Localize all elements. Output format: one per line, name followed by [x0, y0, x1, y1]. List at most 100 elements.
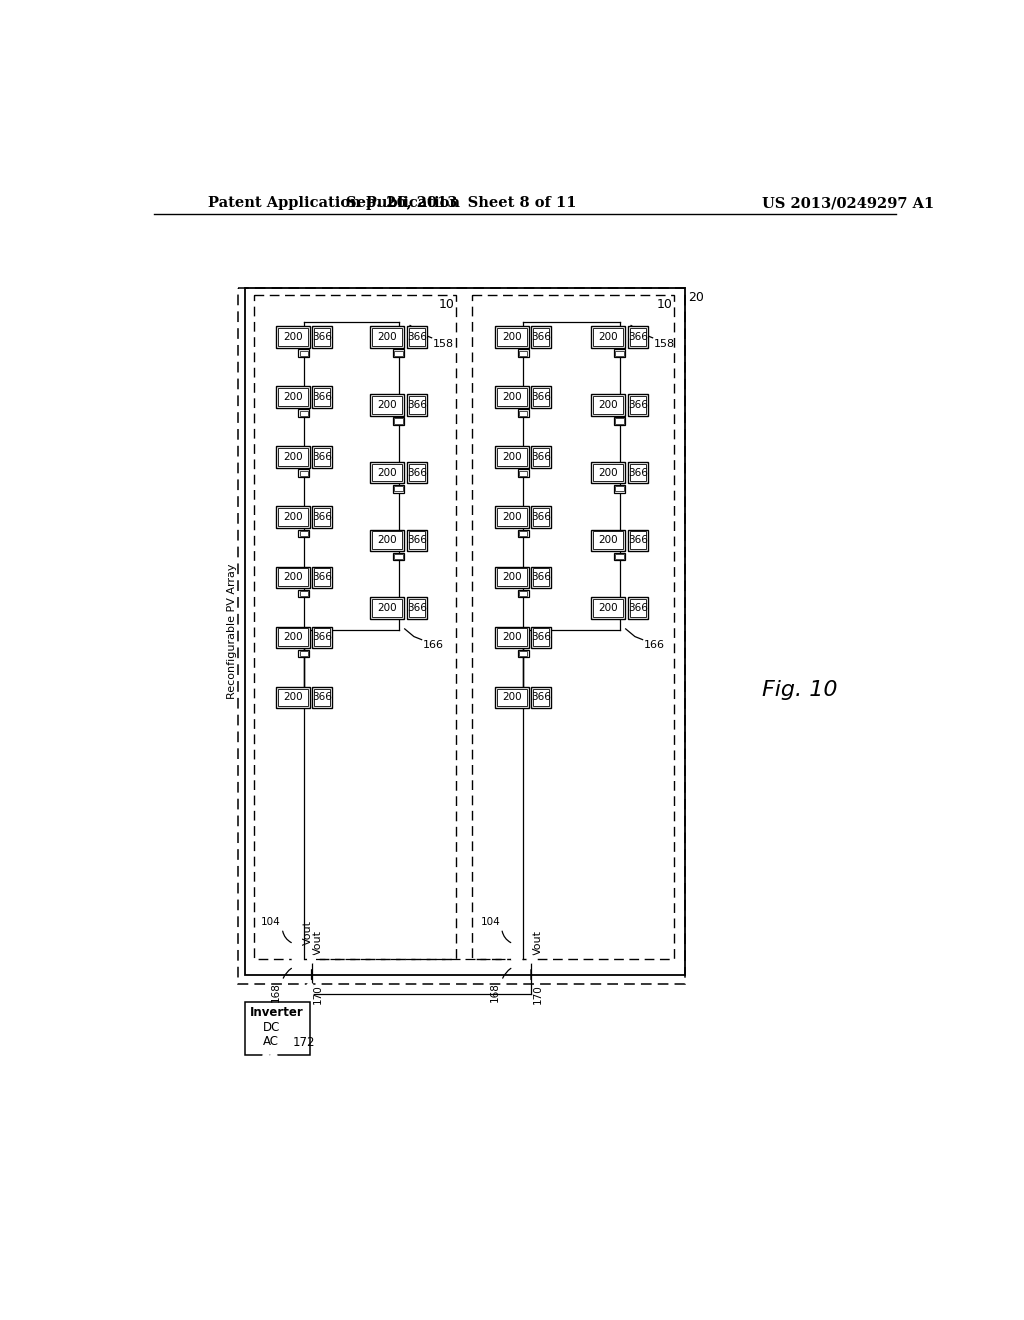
FancyBboxPatch shape — [534, 508, 550, 527]
FancyBboxPatch shape — [630, 532, 646, 549]
FancyBboxPatch shape — [628, 326, 647, 348]
FancyBboxPatch shape — [373, 532, 402, 549]
Text: DC: DC — [262, 1022, 280, 1035]
Text: 366: 366 — [407, 603, 427, 612]
Text: 168: 168 — [270, 982, 281, 1002]
FancyBboxPatch shape — [393, 484, 403, 492]
Text: 200: 200 — [378, 400, 397, 409]
Text: 200: 200 — [503, 512, 522, 523]
FancyBboxPatch shape — [371, 597, 404, 619]
FancyBboxPatch shape — [497, 329, 527, 346]
FancyBboxPatch shape — [614, 417, 625, 425]
FancyBboxPatch shape — [275, 326, 309, 348]
Text: US 2013/0249297 A1: US 2013/0249297 A1 — [762, 197, 934, 210]
FancyBboxPatch shape — [497, 689, 527, 706]
FancyBboxPatch shape — [519, 591, 527, 597]
FancyBboxPatch shape — [312, 566, 332, 589]
Text: 200: 200 — [503, 453, 522, 462]
FancyBboxPatch shape — [531, 566, 551, 589]
FancyBboxPatch shape — [313, 628, 330, 647]
Text: 166: 166 — [643, 640, 665, 651]
FancyBboxPatch shape — [407, 529, 427, 552]
FancyBboxPatch shape — [592, 529, 626, 552]
FancyBboxPatch shape — [275, 446, 309, 469]
FancyBboxPatch shape — [278, 508, 307, 527]
FancyBboxPatch shape — [519, 531, 527, 536]
Text: 200: 200 — [283, 693, 302, 702]
Text: 366: 366 — [531, 453, 551, 462]
FancyBboxPatch shape — [371, 462, 404, 483]
Text: 158: 158 — [654, 339, 675, 348]
Text: 200: 200 — [599, 400, 618, 409]
FancyBboxPatch shape — [407, 597, 427, 619]
FancyBboxPatch shape — [496, 387, 529, 408]
Text: 200: 200 — [503, 573, 522, 582]
FancyBboxPatch shape — [518, 649, 528, 657]
FancyBboxPatch shape — [373, 329, 402, 346]
FancyBboxPatch shape — [298, 350, 309, 358]
FancyBboxPatch shape — [300, 411, 308, 416]
Text: 366: 366 — [407, 536, 427, 545]
FancyBboxPatch shape — [519, 471, 527, 477]
FancyBboxPatch shape — [275, 387, 309, 408]
Text: 200: 200 — [503, 693, 522, 702]
FancyBboxPatch shape — [630, 396, 646, 413]
FancyBboxPatch shape — [312, 627, 332, 648]
FancyBboxPatch shape — [496, 627, 529, 648]
Text: 104: 104 — [261, 917, 281, 927]
Circle shape — [307, 983, 313, 989]
FancyBboxPatch shape — [592, 462, 626, 483]
Text: Vout: Vout — [303, 920, 312, 945]
FancyBboxPatch shape — [300, 591, 308, 597]
FancyBboxPatch shape — [628, 529, 647, 552]
Text: 200: 200 — [599, 536, 618, 545]
FancyBboxPatch shape — [593, 599, 624, 616]
FancyBboxPatch shape — [409, 599, 425, 616]
FancyBboxPatch shape — [275, 507, 309, 528]
Text: AC: AC — [263, 1035, 280, 1048]
Text: 10: 10 — [656, 298, 673, 310]
FancyBboxPatch shape — [518, 590, 528, 597]
FancyBboxPatch shape — [407, 326, 427, 348]
Text: 366: 366 — [531, 392, 551, 403]
Text: 366: 366 — [312, 632, 332, 643]
Text: 200: 200 — [599, 467, 618, 478]
FancyBboxPatch shape — [534, 449, 550, 466]
FancyBboxPatch shape — [630, 599, 646, 616]
FancyBboxPatch shape — [312, 446, 332, 469]
Text: 200: 200 — [283, 333, 302, 342]
FancyBboxPatch shape — [300, 471, 308, 477]
FancyBboxPatch shape — [313, 569, 330, 586]
Text: 200: 200 — [599, 333, 618, 342]
FancyBboxPatch shape — [592, 597, 626, 619]
FancyBboxPatch shape — [592, 326, 626, 348]
FancyBboxPatch shape — [300, 651, 308, 656]
FancyBboxPatch shape — [313, 449, 330, 466]
FancyBboxPatch shape — [593, 329, 624, 346]
Text: 366: 366 — [531, 512, 551, 523]
FancyBboxPatch shape — [628, 462, 647, 483]
FancyBboxPatch shape — [407, 462, 427, 483]
FancyBboxPatch shape — [394, 418, 402, 424]
Text: 366: 366 — [628, 333, 647, 342]
FancyBboxPatch shape — [245, 1002, 310, 1056]
FancyBboxPatch shape — [278, 628, 307, 647]
FancyBboxPatch shape — [373, 599, 402, 616]
Text: 366: 366 — [531, 693, 551, 702]
FancyBboxPatch shape — [496, 326, 529, 348]
FancyBboxPatch shape — [593, 532, 624, 549]
FancyBboxPatch shape — [409, 396, 425, 413]
Circle shape — [270, 1052, 276, 1059]
Text: 20: 20 — [688, 290, 703, 304]
FancyBboxPatch shape — [518, 350, 528, 358]
FancyBboxPatch shape — [371, 529, 404, 552]
FancyBboxPatch shape — [534, 388, 550, 407]
FancyBboxPatch shape — [519, 351, 527, 356]
FancyBboxPatch shape — [615, 351, 624, 356]
FancyBboxPatch shape — [394, 351, 402, 356]
FancyBboxPatch shape — [298, 470, 309, 478]
FancyBboxPatch shape — [409, 329, 425, 346]
FancyBboxPatch shape — [496, 446, 529, 469]
FancyBboxPatch shape — [614, 484, 625, 492]
FancyBboxPatch shape — [615, 486, 624, 491]
